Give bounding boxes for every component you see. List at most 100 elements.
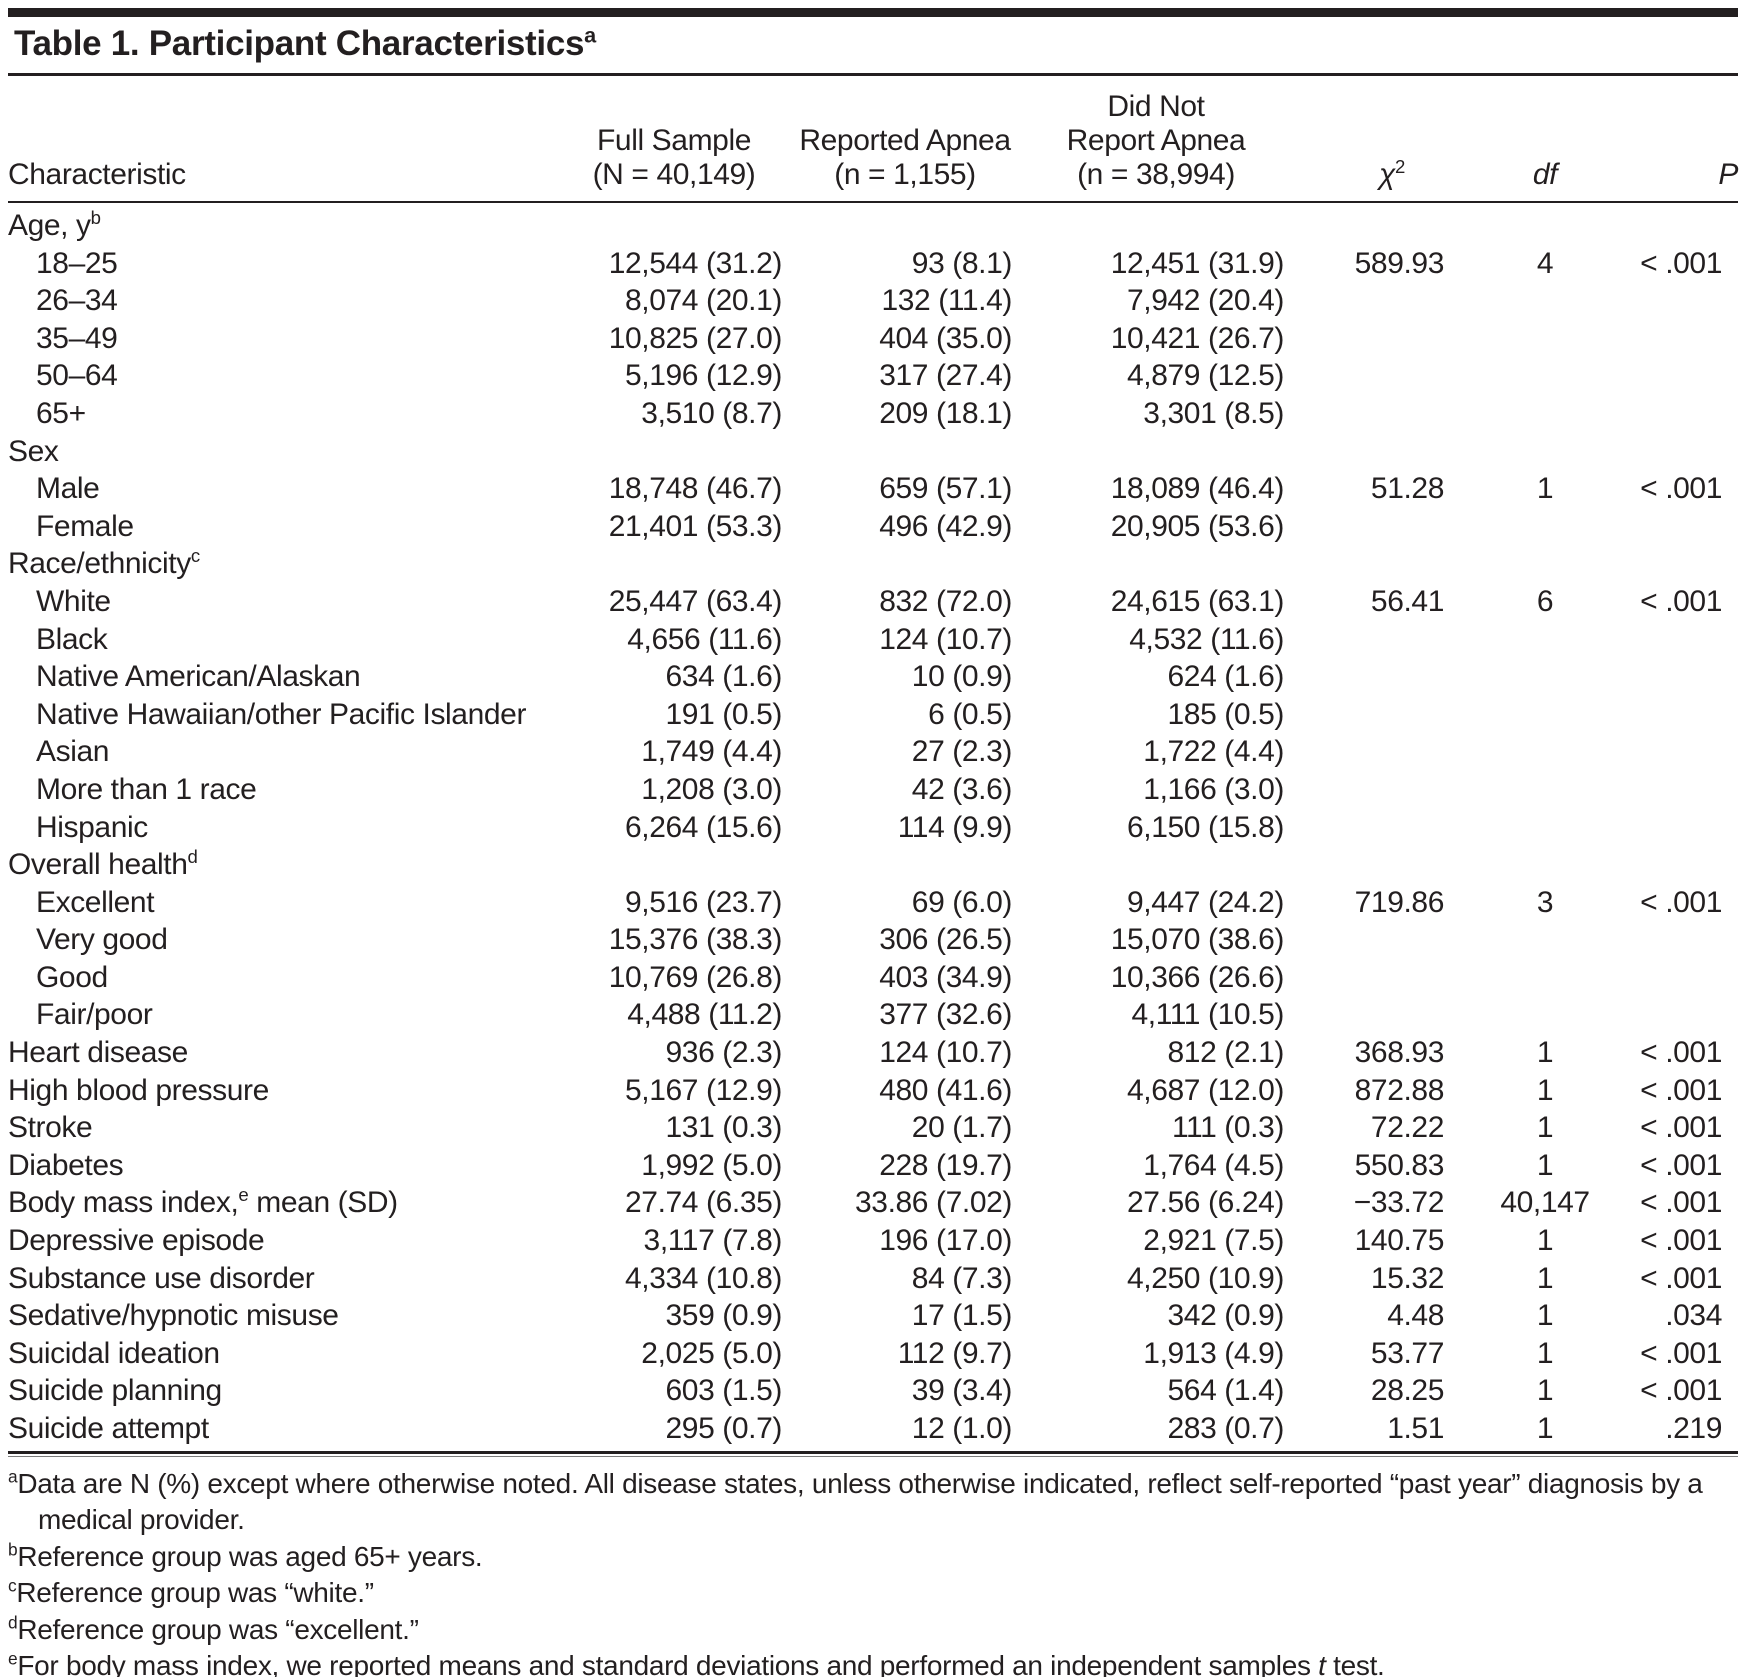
did-not-report-apnea-cell: 6,150 (15.8) <box>1127 810 1284 844</box>
full-sample-cell: 4,334 (10.8) <box>625 1261 782 1295</box>
row-label: Sex <box>8 433 558 471</box>
p-value-cell: < .001 <box>1640 1374 1722 1408</box>
did-not-report-apnea-cell: 24,615 (63.1) <box>1110 584 1285 618</box>
chi-square-cell: 1.51 <box>1387 1412 1444 1445</box>
df-cell <box>1492 771 1598 809</box>
table-row: Asian 1,749 (4.4) 27 (2.3) 1,722 (4.4) <box>8 733 1738 771</box>
col-header-full-sample: Full Sample (N = 40,149) <box>558 76 790 203</box>
chi-square-cell <box>1292 959 1492 997</box>
p-value-cell <box>1598 996 1738 1034</box>
table-row: Excellent 9,516 (23.7) 69 (6.0) 9,447 (24.2… <box>8 884 1738 922</box>
top-rule-bar <box>8 8 1738 17</box>
table-row: Very good 15,376 (38.3) 306 (26.5) 15,070 (… <box>8 921 1738 959</box>
did-not-report-apnea-cell: 9,447 (24.2) <box>1127 885 1284 919</box>
row-label-text: Suicide attempt <box>8 1412 209 1445</box>
row-label-text: Sex <box>8 434 59 468</box>
row-label: Female <box>8 508 558 546</box>
did-not-report-apnea-cell <box>1020 433 1292 471</box>
p-value-cell <box>1598 202 1738 245</box>
full-sample-cell <box>558 433 790 471</box>
p-value-cell: < .001 <box>1640 584 1722 618</box>
chi-square-cell: 4.48 <box>1387 1299 1444 1333</box>
p-value-cell: < .001 <box>1640 1186 1722 1220</box>
header-line: (n = 38,994) <box>1077 158 1235 191</box>
chi-square-cell: 72.22 <box>1370 1111 1444 1145</box>
chi-square-cell: 15.32 <box>1370 1261 1444 1295</box>
df-cell <box>1492 395 1598 433</box>
table-row: Heart disease 936 (2.3) 124 (10.7) 812 (2.1… <box>8 1034 1738 1072</box>
header-line: (N = 40,149) <box>592 158 756 191</box>
table-row: Female 21,401 (53.3) 496 (42.9) 20,905 (53.… <box>8 508 1738 546</box>
p-value-cell <box>1598 621 1738 659</box>
p-value-cell: < .001 <box>1640 1336 1722 1370</box>
df-cell: 1 <box>1536 1073 1554 1107</box>
col-header-did-not-report-apnea: Did Not Report Apnea (n = 38,994) <box>1020 76 1292 203</box>
row-label: Good <box>8 959 558 997</box>
chi-square-cell <box>1292 809 1492 847</box>
reported-apnea-cell: 17 (1.5) <box>911 1299 1013 1333</box>
participant-characteristics-table: Characteristic Full Sample (N = 40,149) R… <box>8 76 1738 1448</box>
chi-square-cell: 140.75 <box>1354 1224 1445 1258</box>
header-line: Reported Apnea <box>799 124 1011 157</box>
row-label-text: Native American/Alaskan <box>36 660 361 694</box>
p-value-cell: < .001 <box>1640 1073 1722 1107</box>
p-value-cell <box>1598 846 1738 884</box>
did-not-report-apnea-cell: 342 (0.9) <box>1167 1299 1285 1333</box>
chi-square-cell: 28.25 <box>1370 1374 1444 1408</box>
chi-exponent: 2 <box>1395 156 1405 177</box>
footnote-marker: c <box>8 1575 17 1596</box>
reported-apnea-cell: 306 (26.5) <box>879 923 1012 957</box>
row-footnote-marker: c <box>190 545 200 567</box>
full-sample-cell: 359 (0.9) <box>665 1299 783 1333</box>
row-label: 35–49 <box>8 320 558 358</box>
row-label-text: White <box>36 584 111 618</box>
row-label-text: Age, y <box>8 209 91 242</box>
df-cell: 6 <box>1536 584 1554 618</box>
header-line: Did Not <box>1107 90 1205 123</box>
reported-apnea-cell: 69 (6.0) <box>911 885 1013 919</box>
reported-apnea-cell: 832 (72.0) <box>879 584 1012 618</box>
full-sample-cell: 1,208 (3.0) <box>641 772 782 806</box>
footnotes-block: aData are N (%) except where otherwise n… <box>8 1457 1738 1677</box>
row-label-text: Body mass index, <box>8 1186 239 1220</box>
full-sample-cell: 1,992 (5.0) <box>641 1148 782 1182</box>
reported-apnea-cell <box>790 202 1020 245</box>
full-sample-cell: 634 (1.6) <box>665 660 783 694</box>
reported-apnea-cell: 12 (1.0) <box>911 1412 1013 1445</box>
reported-apnea-cell: 112 (9.7) <box>897 1336 1013 1370</box>
df-cell <box>1492 621 1598 659</box>
chi-square-cell <box>1292 658 1492 696</box>
row-label-text: Very good <box>36 923 168 957</box>
table-row: 65+ 3,510 (8.7) 209 (18.1) 3,301 (8.5) <box>8 395 1738 433</box>
row-label-text: Heart disease <box>8 1036 188 1070</box>
df-cell: 40,147 <box>1500 1186 1590 1220</box>
full-sample-cell: 295 (0.7) <box>665 1412 783 1445</box>
table-bottom-divider <box>8 1450 1738 1457</box>
p-value-cell <box>1598 357 1738 395</box>
row-label-text: Sedative/hypnotic misuse <box>8 1299 339 1333</box>
table-row: 18–25 12,544 (31.2) 93 (8.1) 12,451 (31.9) 5… <box>8 245 1738 283</box>
reported-apnea-cell: 404 (35.0) <box>879 321 1012 355</box>
chi-square-cell <box>1292 733 1492 771</box>
row-label: High blood pressure <box>8 1072 558 1110</box>
row-label-text: Suicide planning <box>8 1374 222 1408</box>
p-value-cell: .219 <box>1665 1412 1722 1445</box>
row-label-text: Race/ethnicity <box>8 547 191 581</box>
p-value-cell: < .001 <box>1640 1111 1722 1145</box>
chi-square-cell <box>1292 921 1492 959</box>
col-header-df: df <box>1492 76 1598 203</box>
table-row: Suicide planning 603 (1.5) 39 (3.4) 564 (1.… <box>8 1372 1738 1410</box>
p-value-cell: < .001 <box>1640 1148 1722 1182</box>
table-row: Fair/poor 4,488 (11.2) 377 (32.6) 4,111 (10… <box>8 996 1738 1034</box>
df-cell <box>1492 545 1598 583</box>
df-cell: 1 <box>1536 1224 1554 1258</box>
section-row: Overall healthd <box>8 846 1738 884</box>
df-cell: 3 <box>1536 885 1554 919</box>
did-not-report-apnea-cell <box>1020 846 1292 884</box>
df-cell <box>1492 733 1598 771</box>
footnote-text: Reference group was “excellent.” <box>17 1613 419 1645</box>
col-header-reported-apnea: Reported Apnea (n = 1,155) <box>790 76 1020 203</box>
row-label: 18–25 <box>8 245 558 283</box>
full-sample-cell: 2,025 (5.0) <box>641 1336 782 1370</box>
full-sample-cell: 6,264 (15.6) <box>625 810 782 844</box>
